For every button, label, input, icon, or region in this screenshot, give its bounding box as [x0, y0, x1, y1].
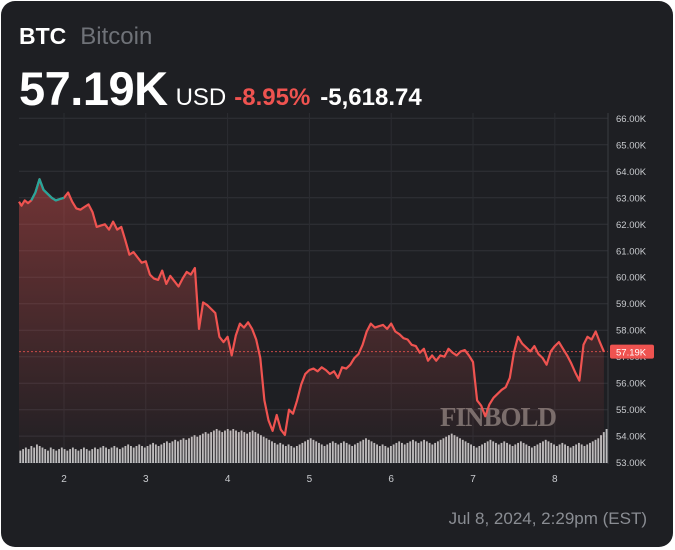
- price-line: [18, 178, 605, 436]
- y-tick-label: 62.00K: [616, 220, 647, 231]
- y-tick-label: 66.00K: [616, 114, 647, 125]
- y-tick-label: 58.00K: [616, 326, 647, 337]
- y-tick-label: 55.00K: [616, 405, 647, 416]
- asset-header: BTC Bitcoin: [19, 23, 152, 51]
- last-price-badge: [610, 344, 654, 359]
- x-tick-label: 7: [470, 474, 476, 485]
- x-tick-label: 4: [225, 474, 231, 485]
- timestamp: Jul 8, 2024, 2:29pm (EST): [448, 509, 647, 528]
- y-tick-label: 64.00K: [616, 167, 647, 178]
- x-tick-label: 2: [61, 474, 67, 485]
- current-price: 57.19K: [19, 62, 168, 115]
- volume-bar: [605, 429, 608, 463]
- y-tick-label: 60.00K: [616, 273, 647, 284]
- y-tick-label: 63.00K: [616, 193, 647, 204]
- last-price-label: 57.19K: [616, 347, 647, 358]
- price-header: 57.19K USD -8.95% -5,618.74: [19, 61, 422, 116]
- x-tick-label: 3: [143, 474, 149, 485]
- change-percent: -8.95%: [234, 84, 311, 111]
- y-tick-label: 59.00K: [616, 299, 647, 310]
- x-tick-label: 5: [307, 474, 313, 485]
- change-absolute: -5,618.74: [320, 84, 422, 111]
- y-tick-label: 54.00K: [616, 432, 647, 443]
- y-tick-label: 53.00K: [616, 458, 647, 469]
- ticker-symbol: BTC: [19, 23, 67, 49]
- price-line-up: [30, 178, 65, 202]
- y-tick-label: 65.00K: [616, 140, 647, 151]
- y-tick-label: 61.00K: [616, 246, 647, 257]
- x-tick-label: 8: [552, 474, 558, 485]
- x-tick-label: 6: [388, 474, 394, 485]
- currency-label: USD: [175, 84, 227, 111]
- y-tick-label: 56.00K: [616, 379, 647, 390]
- price-area: [19, 179, 604, 464]
- asset-name: Bitcoin: [80, 23, 153, 50]
